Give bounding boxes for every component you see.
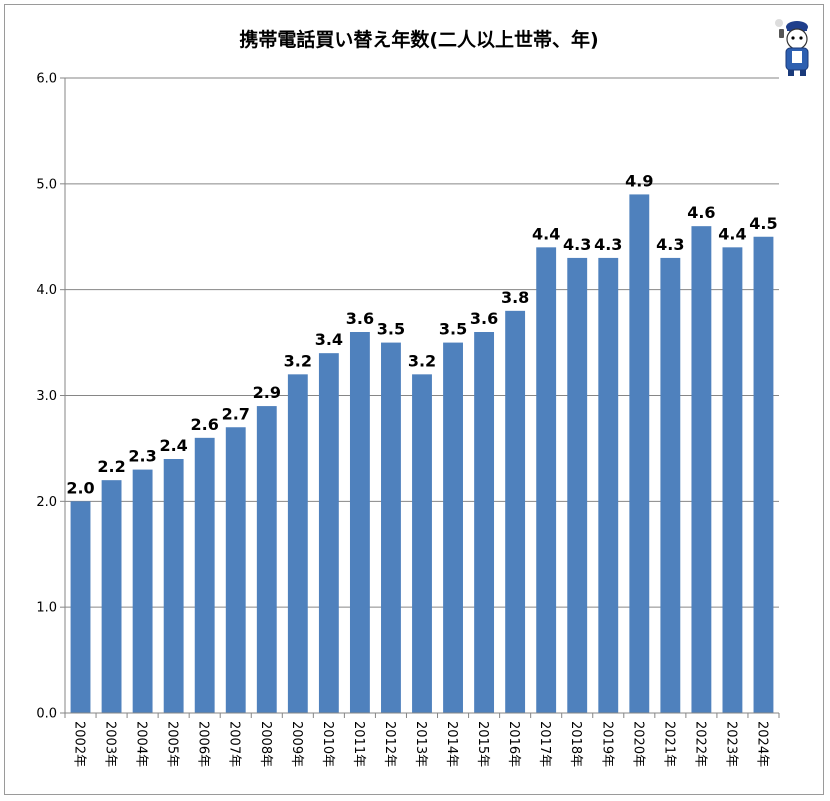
x-tick-label: 2010年 <box>320 721 335 767</box>
bar <box>691 226 712 713</box>
bar-value-label: 2.6 <box>191 415 219 434</box>
x-tick-label: 2013年 <box>413 721 428 767</box>
bar <box>287 374 308 713</box>
x-tick-label: 2019年 <box>599 721 614 767</box>
bar-value-label: 3.2 <box>284 351 312 370</box>
mascot-character-icon <box>775 19 809 76</box>
y-axis-ticks: 0.0 1.0 2.0 3.0 4.0 5.0 6.0 <box>36 72 65 722</box>
bar <box>629 194 650 713</box>
x-tick-label: 2009年 <box>289 721 304 767</box>
bar <box>412 374 432 713</box>
data-labels: 2.02.22.32.42.62.72.93.23.43.63.53.23.53… <box>66 171 777 497</box>
x-tick-label: 2015年 <box>475 721 490 767</box>
bar-value-label: 3.5 <box>377 320 405 339</box>
x-tick-label: 2002年 <box>72 721 87 767</box>
bar <box>194 437 215 713</box>
bar-value-label: 2.4 <box>159 436 187 455</box>
bar <box>132 469 153 713</box>
bar <box>536 247 557 714</box>
bar-value-label: 4.4 <box>532 224 560 243</box>
x-tick-label: 2016年 <box>506 721 521 767</box>
bar <box>722 247 743 714</box>
x-tick-label: 2006年 <box>196 721 211 767</box>
x-tick-label: 2022年 <box>692 721 707 767</box>
bar <box>225 427 246 713</box>
bar-value-label: 2.9 <box>253 383 281 402</box>
bar-value-label: 4.3 <box>563 235 591 254</box>
bar-value-label: 3.6 <box>346 309 374 328</box>
x-axis-ticks: 2002年 2003年 2004年 2005年 2006年 2007年 2008年 2009年… <box>64 713 780 767</box>
bar <box>318 353 339 713</box>
x-tick-label: 2014年 <box>444 721 459 767</box>
y-tick-label: 3.0 <box>36 389 57 404</box>
bar <box>70 501 91 713</box>
y-tick-label: 4.0 <box>36 283 57 298</box>
x-tick-label: 2008年 <box>258 721 273 767</box>
bar <box>660 257 681 713</box>
chart-title: 携帯電話買い替え年数(二人以上世帯、年) <box>239 28 598 51</box>
bar <box>505 310 526 713</box>
bar <box>101 480 122 713</box>
bar <box>163 459 184 713</box>
x-tick-label: 2007年 <box>227 721 242 767</box>
bar <box>381 342 401 713</box>
x-tick-label: 2005年 <box>165 721 180 767</box>
bar-value-label: 2.3 <box>128 447 156 466</box>
bar-value-label: 3.2 <box>408 351 436 370</box>
bar-value-label: 3.4 <box>315 330 343 349</box>
x-tick-label: 2020年 <box>630 721 645 767</box>
x-tick-label: 2024年 <box>754 721 769 767</box>
bar <box>443 342 463 713</box>
bar-value-label: 2.7 <box>222 404 250 423</box>
y-tick-label: 0.0 <box>36 707 57 722</box>
bar-value-label: 4.9 <box>625 171 653 190</box>
bar-value-label: 4.3 <box>594 235 622 254</box>
bar-chart: 携帯電話買い替え年数(二人以上世帯、年) 0.0 1.0 2.0 3.0 4.0 5.0 6… <box>36 19 809 767</box>
bar <box>474 332 495 713</box>
bar <box>567 257 588 713</box>
x-tick-label: 2003年 <box>103 721 118 767</box>
bar-value-label: 3.5 <box>439 320 467 339</box>
bar <box>753 236 774 713</box>
y-tick-label: 6.0 <box>36 72 57 87</box>
bar <box>256 406 277 713</box>
y-tick-label: 2.0 <box>36 495 57 510</box>
x-tick-label: 2012年 <box>382 721 397 767</box>
bar <box>349 332 370 713</box>
bar-value-label: 3.8 <box>501 288 529 307</box>
bars <box>70 194 774 714</box>
x-tick-label: 2023年 <box>723 721 738 767</box>
y-tick-label: 1.0 <box>36 601 57 616</box>
bar-value-label: 4.3 <box>656 235 684 254</box>
bar-value-label: 3.6 <box>470 309 498 328</box>
bar-value-label: 2.0 <box>66 478 94 497</box>
y-tick-label: 5.0 <box>36 177 57 192</box>
x-tick-label: 2004年 <box>134 721 149 767</box>
x-tick-label: 2011年 <box>351 721 366 767</box>
bar <box>598 257 619 713</box>
chart-frame: 携帯電話買い替え年数(二人以上世帯、年) 0.0 1.0 2.0 3.0 4.0 5.0 6… <box>4 4 824 795</box>
bar-value-label: 2.2 <box>97 457 125 476</box>
x-tick-label: 2018年 <box>568 721 583 767</box>
x-tick-label: 2021年 <box>661 721 676 767</box>
x-tick-label: 2017年 <box>537 721 552 767</box>
bar-value-label: 4.4 <box>718 224 746 243</box>
bar-value-label: 4.6 <box>687 203 715 222</box>
bar-value-label: 4.5 <box>749 214 777 233</box>
